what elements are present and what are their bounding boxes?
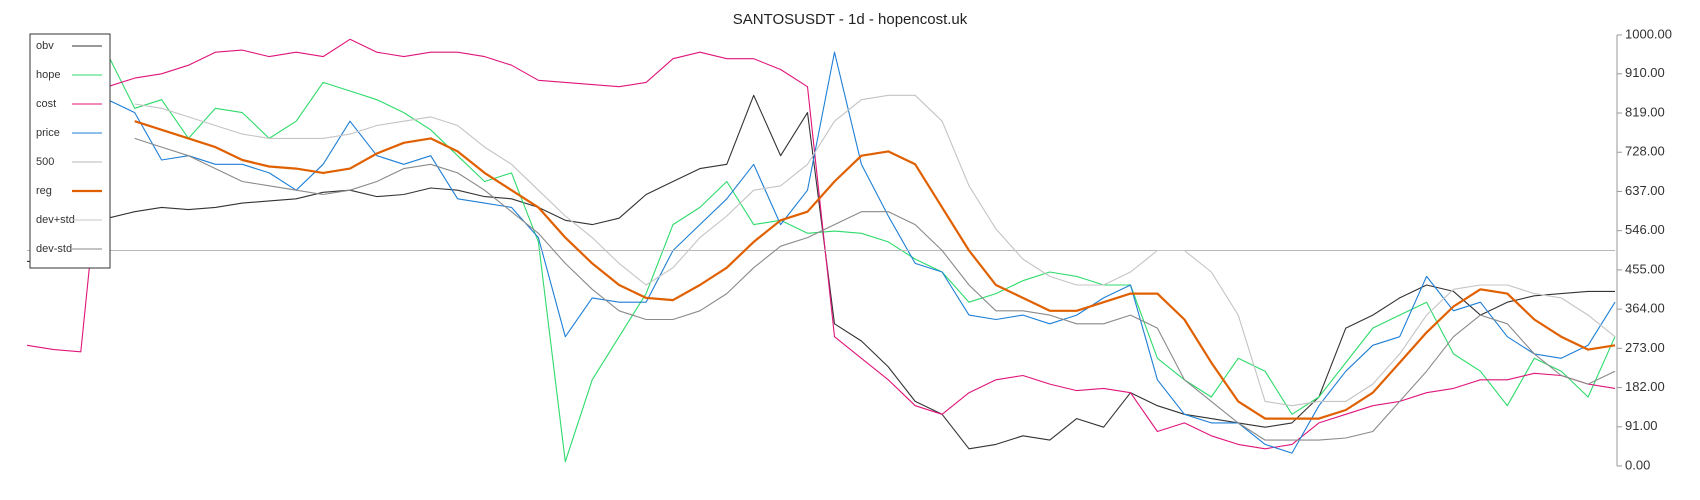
y-tick-label: 364.00 xyxy=(1625,301,1665,316)
y-tick-label: 182.00 xyxy=(1625,379,1665,394)
series-line xyxy=(134,94,1616,407)
legend-label: dev-std xyxy=(36,243,72,255)
chart-title: SANTOSUSDT - 1d - hopencost.uk xyxy=(733,11,968,28)
y-tick-label: 910.00 xyxy=(1625,65,1665,80)
legend: obv hope cost price 500 reg dev+std dev-std xyxy=(29,33,111,269)
legend-label: cost xyxy=(36,98,56,110)
series-line xyxy=(107,54,1616,463)
series-line xyxy=(107,51,1616,454)
legend-label: 500 xyxy=(36,156,54,168)
y-tick-label: 728.00 xyxy=(1625,144,1665,159)
legend-label: dev+std xyxy=(36,214,75,226)
y-tick-label: 0.00 xyxy=(1625,457,1650,472)
legend-label: hope xyxy=(36,69,60,81)
series-line xyxy=(26,94,1615,450)
legend-label: obv xyxy=(36,40,54,52)
series-line xyxy=(134,120,1616,420)
legend-label: price xyxy=(36,127,60,139)
legend-box xyxy=(29,33,111,269)
y-tick-label: 91.00 xyxy=(1625,418,1658,433)
y-tick-label: 819.00 xyxy=(1625,104,1665,119)
y-tick-label: 637.00 xyxy=(1625,183,1665,198)
legend-label: reg xyxy=(36,185,52,197)
series-line xyxy=(134,137,1616,441)
y-tick-label: 546.00 xyxy=(1625,222,1665,237)
y-tick-label: 455.00 xyxy=(1625,261,1665,276)
y-tick-label: 273.00 xyxy=(1625,340,1665,355)
y-tick-label: 1000.00 xyxy=(1625,26,1672,41)
series-line xyxy=(26,38,1616,450)
